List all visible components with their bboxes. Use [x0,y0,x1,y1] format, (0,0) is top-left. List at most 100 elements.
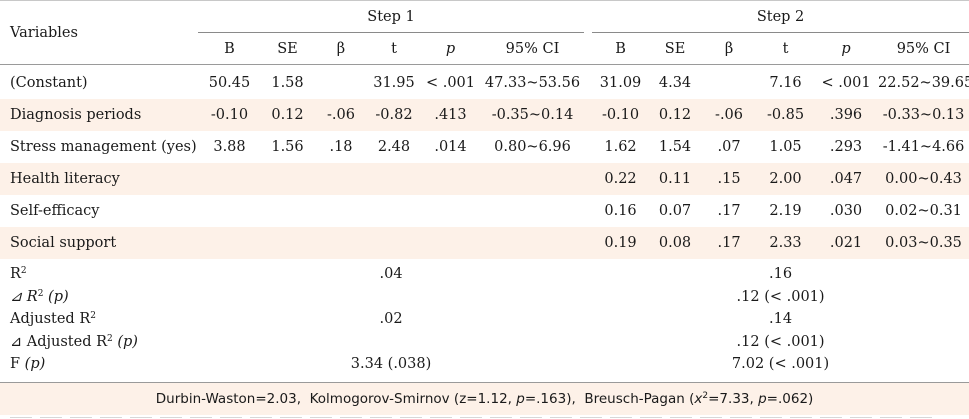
sub-header-row: B SE β t p 95% CI B SE β t p 95% CI [0,32,969,65]
fit-label: Adjusted R2 [10,311,96,328]
row-gap [584,99,593,131]
row-label: Stress management (yes) [10,139,197,155]
s2-t-cell: 1.05 [769,139,802,155]
table-row: (Constant) 50.45 1.58 31.95 < .001 47.33~53.5… [0,65,969,100]
s1-se-header: SE [261,32,314,65]
fit-row-f: F (p) 3.34 (.038) 7.02 (< .001) [0,353,969,376]
s1-ci-cell: 0.80~6.96 [494,139,571,155]
s2-p-header: p [814,32,879,65]
fit-row-r2: R2 .04 .16 [0,259,969,286]
sub-header-gap [584,32,593,65]
s1-t-cell: -0.82 [368,99,420,131]
s2-b-cell: 0.19 [592,227,650,259]
table-row: Self-efficacy 0.16 0.07 .17 2.19 .030 0.02~0.3… [0,195,969,227]
fit-s1-value: .04 [379,266,403,283]
fit-s1-value [198,286,584,309]
row-gap [584,195,592,227]
s2-b-cell: 31.09 [599,75,642,91]
s2-t-cell: -0.85 [757,99,815,131]
s1-p-cell: .413 [420,99,481,131]
s2-ci-cell: -1.41~4.66 [882,139,965,155]
model-fit-rows: R2 .04 .16 ⊿ R2 (p) .12 (< .001) Adjuste… [0,259,969,382]
s1-ci-cell [481,195,584,227]
s1-se-cell [261,163,314,195]
s1-se-cell: 0.12 [261,99,314,131]
s1-t-cell: 31.95 [373,75,415,91]
s1-ci-cell: -0.35~0.14 [481,99,585,131]
s1-t-cell [368,163,420,195]
s2-t-cell: 2.19 [769,203,802,219]
s2-se-header: SE [649,32,702,65]
row-label: (Constant) [10,75,88,91]
s1-t-cell: 2.48 [377,139,411,155]
s2-se-cell: 1.54 [658,139,692,155]
s2-b-cell: 0.22 [592,163,650,195]
s2-beta-header: β [701,32,758,65]
s1-beta-cell: .18 [329,139,353,155]
s1-beta-cell [314,227,368,259]
s2-b-cell: -0.10 [592,99,650,131]
s1-beta-cell: -.06 [314,99,368,131]
s2-beta-cell: -.06 [701,99,758,131]
s2-b-cell: 0.16 [604,203,637,219]
group-header-row: Variables Step 1 Step 2 [0,0,969,65]
s1-ci-cell: 47.33~53.56 [484,75,581,91]
row-gap [584,227,593,259]
s2-t-cell: 7.16 [769,75,802,91]
s1-p-header: p [420,32,481,65]
row-gap [584,131,592,163]
coefficient-rows: (Constant) 50.45 1.58 31.95 < .001 47.33~53.5… [0,65,969,259]
s2-se-cell: 0.07 [658,203,692,219]
fit-s2-value: .12 (< .001) [736,288,825,305]
row-label: Self-efficacy [10,203,100,219]
s1-beta-cell [314,65,368,100]
fit-s2-value: 7.02 (< .001) [731,356,830,373]
fit-label: ⊿ Adjusted R2 (p) [10,333,138,350]
header-gap [584,0,593,33]
s1-t-cell [368,195,420,227]
s1-beta-cell [314,163,368,195]
s2-p-cell: .396 [814,99,879,131]
s1-p-cell: < .001 [425,75,476,91]
step1-header: Step 1 [198,0,585,33]
s1-ci-cell [481,227,585,259]
s2-ci-cell: 22.52~39.65 [878,75,969,91]
s1-b-cell [198,195,261,227]
kolmogorov-smirnov: Kolmogorov-Smirnov (z=1.12, p=.163), [309,390,576,407]
s1-beta-header: β [314,32,368,65]
fit-s1-value [198,331,584,354]
row-label: Diagnosis periods [0,99,198,131]
s2-p-cell: .021 [814,227,879,259]
fit-row-delta-adj-r2: ⊿ Adjusted R2 (p) .12 (< .001) [0,331,969,354]
s2-se-cell: 0.11 [649,163,702,195]
fit-label: R2 [10,266,27,283]
s1-se-cell: 1.56 [271,139,304,155]
fit-s1-value: 3.34 (.038) [350,356,432,373]
s2-beta-cell: .15 [701,163,758,195]
cut-off-text-line [0,411,969,419]
s2-se-cell: 0.12 [649,99,702,131]
s1-b-header: B [198,32,261,65]
table-row: Social support 0.19 0.08.17 2.33.021 0.03~0.… [0,227,969,259]
table-row: Health literacy 0.22 0.11.15 2.00.047 0.00~0… [0,163,969,195]
durbin-watson: Durbin-Waston=2.03, [155,390,302,407]
s2-p-cell: .293 [829,139,863,155]
fit-s1-value: .02 [379,311,403,328]
s1-p-cell: .014 [434,139,467,155]
fit-row-adj-r2: Adjusted R2 .02 .14 [0,308,969,331]
s1-beta-cell [314,195,368,227]
row-gap [584,65,592,100]
row-label: Health literacy [0,163,198,195]
s1-se-cell [261,227,314,259]
s1-p-cell [420,163,481,195]
s2-beta-cell: .17 [701,227,758,259]
s1-t-header: t [368,32,420,65]
s1-se-cell: 1.58 [271,75,304,91]
variables-header: Variables [0,0,198,65]
s2-beta-cell [701,65,757,100]
s2-se-cell: 0.08 [649,227,702,259]
s2-ci-cell: 0.03~0.35 [878,227,969,259]
s2-ci-cell: 0.02~0.31 [885,203,962,219]
s1-b-cell [198,227,261,259]
